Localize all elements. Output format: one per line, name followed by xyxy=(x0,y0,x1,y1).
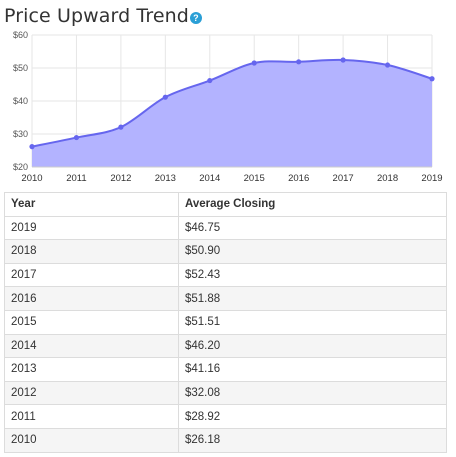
year-cell: 2011 xyxy=(4,404,179,429)
y-tick-label: $40 xyxy=(13,96,28,106)
table-row: 2019 $46.75 xyxy=(4,215,447,241)
year-cell: 2019 xyxy=(4,215,179,241)
year-cell: 2010 xyxy=(4,427,179,453)
data-point xyxy=(296,59,302,65)
year-cell: 2017 xyxy=(4,262,179,288)
table-row: 2012 $32.08 xyxy=(4,380,447,406)
x-tick-label: 2013 xyxy=(155,173,176,184)
table-row: 2017 $52.43 xyxy=(4,262,447,288)
year-cell: 2018 xyxy=(4,239,179,264)
table-row: 2010 $26.18 xyxy=(4,427,447,453)
chart-header: Price Upward Trend ? xyxy=(4,2,202,30)
data-point xyxy=(162,94,168,100)
x-tick-label: 2011 xyxy=(66,173,86,184)
y-tick-label: $60 xyxy=(13,30,28,40)
data-point xyxy=(384,62,391,68)
average-closing-cell: $28.92 xyxy=(178,404,447,429)
table-row: 2018 $50.90 xyxy=(4,239,447,264)
data-point xyxy=(29,144,35,150)
data-point xyxy=(207,77,213,84)
x-tick-label: 2019 xyxy=(421,173,442,184)
y-tick-label: $30 xyxy=(13,129,28,139)
average-closing-cell: $32.08 xyxy=(178,380,447,406)
table-row: 2013 $41.16 xyxy=(4,357,447,382)
year-cell: 2014 xyxy=(4,333,179,359)
year-cell: 2013 xyxy=(4,357,179,382)
year-cell: 2016 xyxy=(4,286,179,311)
x-tick-label: 2017 xyxy=(333,173,354,184)
table-row: 2011 $28.92 xyxy=(4,404,447,429)
help-icon[interactable]: ? xyxy=(189,12,202,24)
column-header-average-closing: Average Closing xyxy=(178,192,447,217)
price-trend-chart: $20 $30 $40 $50 $60 2010 2011 2012 2013 2014 2015 2… xyxy=(13,30,443,184)
table-header-row: Year Average Closing xyxy=(4,192,447,217)
table-row: 2015 $51.51 xyxy=(4,309,447,335)
y-tick-label: $50 xyxy=(13,63,28,73)
data-point xyxy=(73,134,80,141)
year-cell: 2015 xyxy=(4,309,179,335)
data-point xyxy=(118,124,124,130)
series-line xyxy=(31,58,433,148)
data-point xyxy=(251,60,257,66)
x-tick-label: 2016 xyxy=(288,173,309,184)
y-tick-label: $20 xyxy=(13,162,28,172)
table-row: 2014 $46.20 xyxy=(4,333,447,359)
average-closing-cell: $46.20 xyxy=(178,333,447,359)
average-closing-cell: $26.18 xyxy=(178,427,447,453)
average-closing-cell: $46.75 xyxy=(178,215,447,241)
x-tick-label: 2012 xyxy=(110,173,131,184)
data-point xyxy=(429,76,435,82)
year-cell: 2012 xyxy=(4,380,179,406)
column-header-year: Year xyxy=(4,192,179,217)
average-closing-cell: $50.90 xyxy=(178,239,447,264)
x-tick-label: 2015 xyxy=(244,173,265,184)
average-closing-cell: $51.51 xyxy=(178,309,447,335)
average-closing-cell: $51.88 xyxy=(178,286,447,311)
x-tick-label: 2014 xyxy=(199,173,220,184)
x-tick-label: 2010 xyxy=(21,173,42,184)
average-closing-cell: $41.16 xyxy=(178,357,447,382)
chart-title: Price Upward Trend xyxy=(4,5,189,27)
average-closing-table: Year Average Closing 2019 $46.75 2018 $50.9… xyxy=(4,192,447,453)
data-point xyxy=(340,57,346,63)
average-closing-cell: $52.43 xyxy=(178,262,447,288)
series-area xyxy=(32,59,432,168)
x-tick-label: 2018 xyxy=(377,173,398,184)
table-row: 2016 $51.88 xyxy=(4,286,447,311)
